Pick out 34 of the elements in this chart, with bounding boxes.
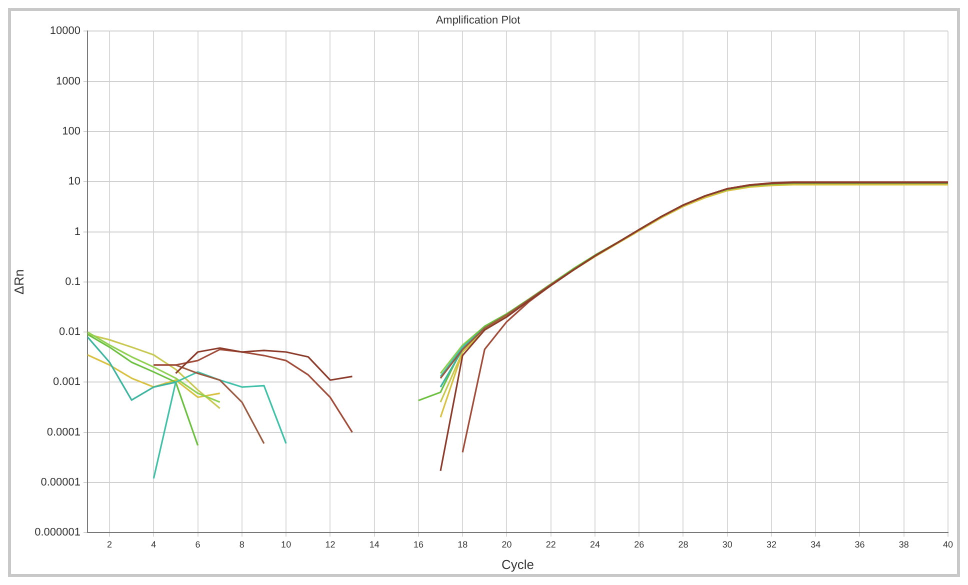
- x-axis-title: Cycle: [501, 556, 534, 572]
- y-tick-label: 0.01: [59, 326, 80, 338]
- x-tick-label: 6: [195, 539, 200, 550]
- y-tick-label: 0.001: [52, 376, 80, 388]
- x-tick-label: 16: [413, 539, 424, 550]
- y-tick-label: 1000: [56, 75, 80, 88]
- x-tick-label: 8: [239, 539, 244, 550]
- y-tick-label: 10: [68, 176, 80, 188]
- x-tick-label: 40: [942, 539, 954, 550]
- x-tick-label: 24: [590, 539, 600, 550]
- x-tick-label: 12: [325, 539, 336, 550]
- chart-title: Amplification Plot: [436, 14, 520, 27]
- y-tick-label: 10000: [50, 25, 80, 38]
- y-tick-label: 0.1: [65, 276, 80, 288]
- x-tick-label: 30: [722, 539, 732, 550]
- x-tick-label: 10: [281, 539, 292, 550]
- y-tick-label: 0.000001: [34, 526, 80, 539]
- x-tick-label: 2: [107, 539, 112, 550]
- y-tick-label: 100: [62, 126, 80, 138]
- x-tick-label: 36: [854, 539, 865, 550]
- x-tick-label: 22: [546, 539, 556, 550]
- x-tick-label: 14: [369, 539, 380, 550]
- x-tick-label: 20: [502, 539, 512, 550]
- y-tick-label: 0.0001: [46, 426, 80, 438]
- x-tick-label: 28: [678, 539, 688, 550]
- x-tick-label: 38: [898, 539, 909, 550]
- y-tick-label: 0.00001: [40, 476, 80, 488]
- y-tick-label: 1: [74, 226, 80, 238]
- x-tick-label: 32: [766, 539, 776, 550]
- x-tick-label: 26: [634, 539, 644, 550]
- y-axis-title: ΔRn: [11, 269, 26, 295]
- x-tick-label: 34: [810, 539, 821, 550]
- x-tick-label: 4: [151, 539, 156, 550]
- x-tick-label: 18: [458, 539, 468, 550]
